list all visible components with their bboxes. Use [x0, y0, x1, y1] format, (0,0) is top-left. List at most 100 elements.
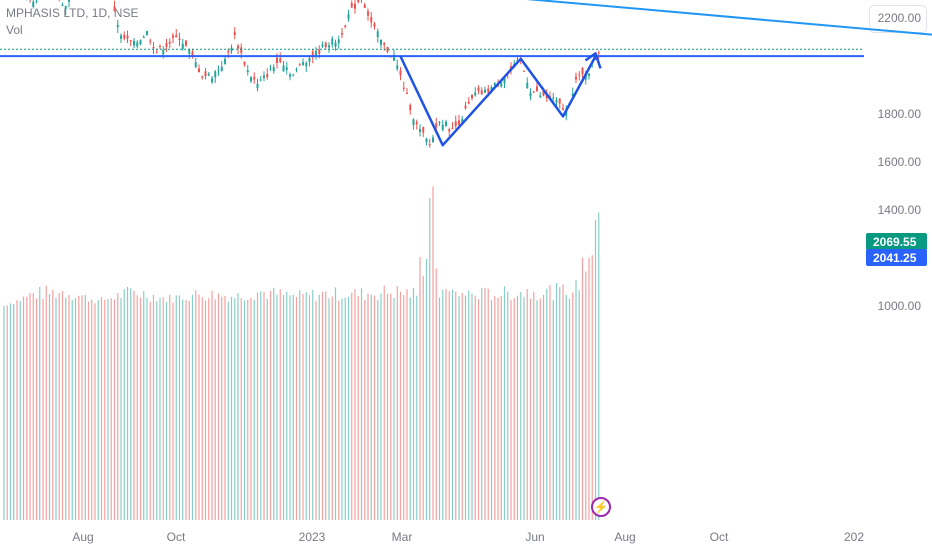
candle-body — [480, 90, 483, 95]
candle-body — [227, 50, 230, 53]
price-badge-label: 2069.55 — [873, 235, 917, 249]
candle-body — [240, 47, 243, 54]
volume-bar — [32, 293, 34, 520]
time-tick: 202 — [844, 530, 864, 544]
volume-bar — [276, 294, 278, 520]
volume-bar — [409, 297, 411, 520]
volume-bar — [572, 292, 574, 520]
volume-bar — [354, 289, 356, 520]
volume-bar — [474, 295, 476, 520]
volume-bar — [539, 298, 541, 520]
candle-body — [302, 62, 304, 66]
candle-body — [198, 68, 200, 73]
candle-body — [425, 138, 428, 143]
candle-body — [32, 1, 35, 7]
volume-bar — [588, 258, 590, 520]
volume-bar — [172, 302, 174, 520]
volume-bar — [435, 268, 437, 520]
volume-bar — [178, 295, 181, 520]
candle-body — [354, 3, 356, 9]
volume-bar — [484, 287, 486, 520]
volume-indicator-label[interactable]: Vol — [6, 23, 23, 37]
candle-body — [458, 120, 460, 125]
candle-body — [230, 47, 233, 52]
volume-bar — [438, 297, 441, 520]
candle-body — [370, 17, 373, 23]
volume-bar — [16, 300, 18, 520]
candle-body — [545, 94, 548, 99]
volume-bar — [185, 300, 187, 520]
candle-body — [406, 92, 408, 94]
candle-body — [484, 89, 486, 93]
volume-bar — [412, 287, 415, 520]
candle-body — [493, 82, 496, 86]
volume-bar — [152, 294, 155, 520]
volume-bar — [250, 297, 252, 520]
candle-body — [272, 67, 275, 72]
volume-bar — [523, 296, 525, 520]
volume-bar — [308, 295, 311, 520]
volume-bar — [555, 283, 558, 520]
candle-body — [207, 73, 210, 76]
volume-bar — [458, 296, 460, 520]
trendline — [526, 0, 932, 36]
candle-body — [175, 34, 178, 38]
volume-bar — [312, 289, 314, 520]
volume-bar — [516, 295, 519, 520]
candle-body — [214, 71, 217, 78]
volume-bar — [201, 297, 203, 520]
volume-bar — [240, 298, 242, 520]
volume-bar — [146, 297, 148, 520]
candle-body — [477, 87, 480, 91]
candle-body — [529, 92, 532, 97]
candle-body — [250, 77, 252, 82]
candle-body — [523, 70, 525, 72]
volume-bar — [107, 299, 109, 520]
volume-bar — [542, 294, 545, 520]
volume-bar — [461, 293, 463, 520]
time-tick: Mar — [392, 530, 413, 544]
candle-body — [532, 91, 535, 93]
volume-bar — [217, 293, 220, 520]
volume-bar — [84, 294, 86, 520]
candle-body — [159, 45, 161, 47]
candle-body — [315, 51, 317, 56]
volume-bar — [221, 296, 223, 520]
time-tick: Jun — [525, 530, 544, 544]
candle-body — [256, 83, 259, 89]
volume-bar — [331, 296, 333, 520]
candle-body — [536, 86, 538, 92]
volume-bar — [120, 298, 122, 520]
volume-bar — [87, 301, 90, 520]
candle-body — [461, 118, 464, 123]
volume-bar — [344, 297, 346, 520]
volume-bar — [347, 296, 350, 520]
volume-bar — [373, 295, 376, 520]
volume-bar — [35, 298, 38, 520]
time-tick: Oct — [710, 530, 729, 544]
volume-bar — [165, 302, 168, 520]
volume-bar — [286, 291, 288, 520]
volume-bar — [591, 255, 593, 520]
volume-bar — [393, 298, 395, 520]
lightning-icon[interactable]: ⚡ — [591, 497, 611, 517]
volume-bar — [55, 297, 57, 520]
candle-body — [445, 121, 447, 126]
volume-bar — [520, 291, 522, 520]
toolbar-button[interactable] — [869, 5, 927, 33]
candle-body — [487, 88, 490, 93]
candle-body — [552, 97, 555, 99]
candle-body — [578, 74, 581, 76]
volume-bar — [568, 298, 571, 520]
volume-bar — [169, 294, 171, 520]
candle-body — [328, 45, 330, 48]
volume-bar — [133, 290, 135, 520]
candle-body — [464, 105, 467, 109]
volume-bar — [175, 295, 177, 520]
volume-bar — [211, 290, 213, 520]
volume-bar — [526, 289, 528, 520]
volume-bar — [198, 294, 200, 520]
volume-bar — [42, 299, 44, 520]
volume-bar — [45, 285, 47, 520]
